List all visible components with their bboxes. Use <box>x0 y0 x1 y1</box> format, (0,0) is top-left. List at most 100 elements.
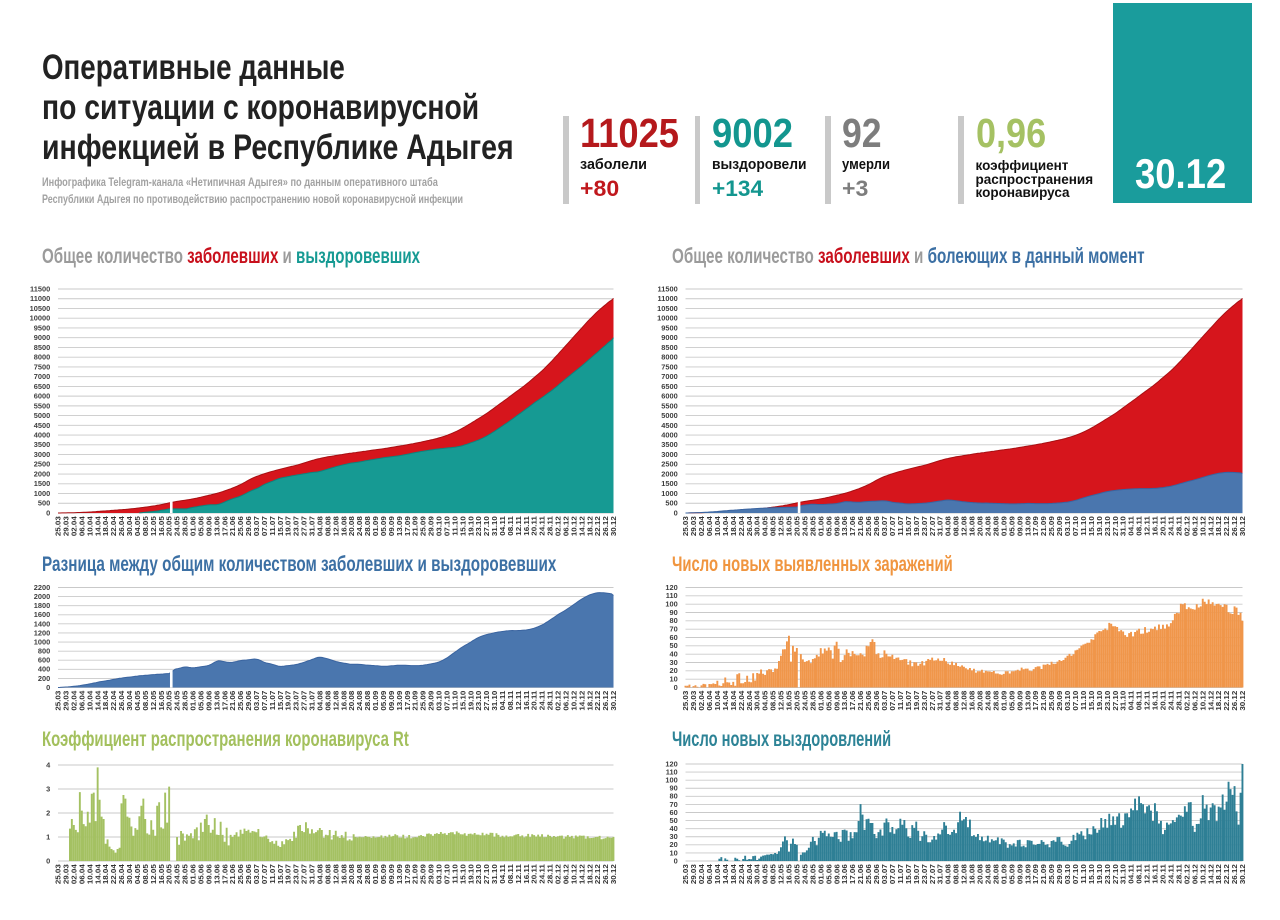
svg-text:27.07: 27.07 <box>300 864 309 884</box>
svg-text:26.12: 26.12 <box>1230 864 1239 884</box>
svg-text:23.10: 23.10 <box>474 864 483 884</box>
svg-text:27.10: 27.10 <box>1111 864 1120 884</box>
svg-text:28.11: 28.11 <box>546 863 555 883</box>
svg-text:120: 120 <box>665 583 677 592</box>
svg-text:21.09: 21.09 <box>1039 516 1048 536</box>
svg-text:24.08: 24.08 <box>355 515 364 536</box>
svg-text:18.12: 18.12 <box>586 864 595 884</box>
svg-text:04.08: 04.08 <box>944 515 953 536</box>
svg-text:23.07: 23.07 <box>920 864 929 884</box>
svg-text:20.05: 20.05 <box>793 863 802 884</box>
svg-text:14.04: 14.04 <box>721 690 730 711</box>
svg-text:30.12: 30.12 <box>1238 516 1247 536</box>
svg-text:08.05: 08.05 <box>769 863 778 884</box>
svg-text:08.08: 08.08 <box>952 690 961 711</box>
svg-text:17.09: 17.09 <box>403 516 412 536</box>
svg-text:10500: 10500 <box>657 304 678 313</box>
svg-text:10.12: 10.12 <box>570 864 579 884</box>
svg-text:14.12: 14.12 <box>1207 864 1216 884</box>
svg-text:23.07: 23.07 <box>292 691 301 711</box>
svg-text:16.05: 16.05 <box>785 515 794 536</box>
svg-text:04.05: 04.05 <box>133 515 142 536</box>
svg-text:400: 400 <box>38 665 50 674</box>
svg-text:500: 500 <box>665 499 677 508</box>
svg-text:26.12: 26.12 <box>601 691 610 711</box>
svg-text:28.05: 28.05 <box>181 863 190 884</box>
svg-text:04.05: 04.05 <box>761 690 770 711</box>
svg-text:16.08: 16.08 <box>968 690 977 711</box>
svg-text:10000: 10000 <box>30 314 51 323</box>
svg-text:06.04: 06.04 <box>705 690 714 711</box>
svg-text:01.06: 01.06 <box>189 691 198 711</box>
svg-text:29.06: 29.06 <box>872 691 881 711</box>
svg-text:17.09: 17.09 <box>1031 864 1040 884</box>
svg-text:04.05: 04.05 <box>133 690 142 711</box>
svg-text:05.06: 05.06 <box>825 864 834 884</box>
svg-text:06.04: 06.04 <box>705 515 714 536</box>
svg-text:29.03: 29.03 <box>689 691 698 711</box>
svg-text:17.06: 17.06 <box>221 864 230 884</box>
svg-text:11500: 11500 <box>30 284 50 293</box>
svg-text:9000: 9000 <box>34 333 50 342</box>
svg-text:22.12: 22.12 <box>594 516 603 536</box>
svg-text:09.06: 09.06 <box>205 864 214 884</box>
svg-text:28.08: 28.08 <box>363 515 372 536</box>
svg-text:25.06: 25.06 <box>864 691 873 711</box>
svg-text:08.11: 08.11 <box>506 690 515 710</box>
svg-text:29.06: 29.06 <box>244 864 253 884</box>
svg-text:16.11: 16.11 <box>1151 515 1160 535</box>
svg-text:22.12: 22.12 <box>594 691 603 711</box>
svg-text:09.06: 09.06 <box>833 864 842 884</box>
svg-text:120: 120 <box>665 759 677 768</box>
svg-text:13.06: 13.06 <box>841 864 850 884</box>
svg-text:22.04: 22.04 <box>109 690 118 711</box>
svg-text:12.08: 12.08 <box>960 690 969 711</box>
svg-text:04.11: 04.11 <box>498 863 507 883</box>
svg-text:18.12: 18.12 <box>586 691 595 711</box>
svg-text:24.11: 24.11 <box>538 515 547 535</box>
svg-text:02.04: 02.04 <box>70 863 79 884</box>
svg-text:31.10: 31.10 <box>490 864 499 884</box>
svg-text:01.09: 01.09 <box>371 691 380 711</box>
svg-text:16.11: 16.11 <box>1151 863 1160 883</box>
svg-text:08.08: 08.08 <box>324 515 333 536</box>
svg-text:02.12: 02.12 <box>554 691 563 711</box>
svg-text:22.04: 22.04 <box>109 863 118 884</box>
svg-text:15.10: 15.10 <box>1087 691 1096 711</box>
svg-text:12.05: 12.05 <box>149 515 158 536</box>
svg-text:08.11: 08.11 <box>1135 690 1144 710</box>
svg-text:11.07: 11.07 <box>268 691 277 711</box>
svg-text:07.07: 07.07 <box>888 516 897 536</box>
svg-text:21.09: 21.09 <box>1039 864 1048 884</box>
svg-text:5500: 5500 <box>34 401 50 410</box>
svg-text:03.07: 03.07 <box>880 691 889 711</box>
svg-text:16.05: 16.05 <box>157 863 166 884</box>
svg-text:21.06: 21.06 <box>856 691 865 711</box>
svg-text:14.04: 14.04 <box>721 863 730 884</box>
svg-text:25.09: 25.09 <box>419 864 428 884</box>
svg-text:80: 80 <box>669 616 677 625</box>
svg-text:04.08: 04.08 <box>316 515 325 536</box>
svg-text:31.10: 31.10 <box>1119 691 1128 711</box>
svg-text:16.05: 16.05 <box>157 515 166 536</box>
svg-text:11500: 11500 <box>658 284 678 293</box>
svg-text:2500: 2500 <box>34 460 50 469</box>
svg-text:16.08: 16.08 <box>968 515 977 536</box>
svg-text:20.11: 20.11 <box>1159 863 1168 883</box>
svg-text:31.07: 31.07 <box>936 516 945 536</box>
svg-text:29.03: 29.03 <box>689 516 698 536</box>
svg-text:04.11: 04.11 <box>1127 863 1136 883</box>
svg-text:19.10: 19.10 <box>467 516 476 536</box>
svg-text:31.07: 31.07 <box>936 691 945 711</box>
svg-text:14.12: 14.12 <box>1207 691 1216 711</box>
svg-text:26.04: 26.04 <box>117 515 126 536</box>
svg-text:25.09: 25.09 <box>419 516 428 536</box>
svg-text:17.06: 17.06 <box>848 691 857 711</box>
svg-text:15.10: 15.10 <box>1087 864 1096 884</box>
svg-text:20.05: 20.05 <box>165 863 174 884</box>
svg-text:14.12: 14.12 <box>578 691 587 711</box>
svg-text:08.05: 08.05 <box>141 863 150 884</box>
svg-text:7000: 7000 <box>661 372 677 381</box>
svg-text:10: 10 <box>669 675 677 684</box>
svg-text:600: 600 <box>38 656 50 665</box>
